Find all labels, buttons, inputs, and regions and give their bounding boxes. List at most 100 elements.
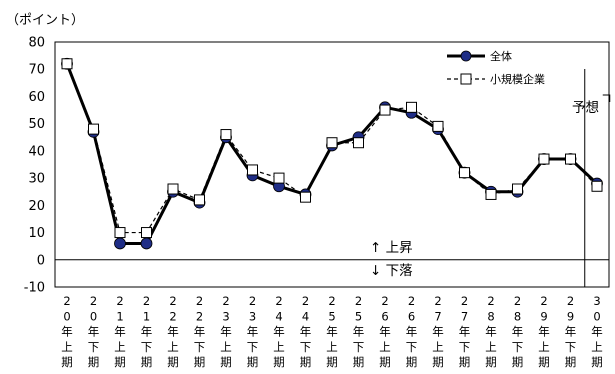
x-tick-char: 期	[353, 355, 365, 369]
x-tick-char: 下	[300, 340, 312, 354]
x-tick-label: 27 年上期	[432, 294, 444, 369]
x-tick-char: 期	[114, 355, 126, 369]
x-tick-char: 期	[220, 355, 232, 369]
point-小規模企業	[61, 58, 73, 70]
x-tick-char: 2	[328, 294, 335, 308]
x-tick-char: 期	[512, 355, 524, 369]
x-tick-char: 3	[593, 294, 600, 308]
x-tick-char: 期	[406, 355, 418, 369]
point-小規模企業	[565, 153, 576, 165]
point-小規模企業	[220, 129, 232, 141]
x-tick-char: 2	[169, 294, 176, 308]
x-tick-char: 年	[353, 325, 365, 339]
x-tick-char: 年	[459, 325, 471, 339]
point-小規模企業	[247, 164, 258, 176]
x-tick-char: 上	[432, 340, 444, 354]
x-tick-label: 21 年上期	[114, 294, 126, 369]
x-tick-label: 20 年下期	[88, 294, 100, 369]
x-tick-char: 5	[355, 309, 362, 323]
y-tick-label: 40	[28, 144, 45, 159]
annotation-forecast: 予想	[572, 100, 599, 116]
point-小規模企業	[194, 194, 205, 206]
x-tick-char: 上	[591, 340, 603, 354]
x-tick-char: 期	[300, 355, 312, 369]
x-tick-char: 年	[379, 325, 391, 339]
point-小規模企業	[485, 188, 497, 200]
x-tick-char: 2	[222, 294, 229, 308]
x-tick-char: 下	[512, 340, 524, 354]
x-tick-char: 2	[116, 294, 123, 308]
x-tick-label: 25 年下期	[353, 294, 365, 369]
x-tick-char: 年	[194, 325, 206, 339]
x-tick-char: 年	[247, 325, 259, 339]
x-tick-char: 2	[63, 294, 70, 308]
x-tick-char: 3	[222, 309, 229, 323]
x-tick-char: 上	[273, 340, 285, 354]
x-tick-label: 29 年上期	[538, 294, 550, 369]
x-tick-char: 年	[114, 325, 126, 339]
x-tick-char: 年	[300, 325, 312, 339]
x-tick-char: 2	[355, 294, 362, 308]
x-tick-char: 期	[432, 355, 444, 369]
x-tick-char: 年	[565, 325, 577, 339]
legend-label-全体: 全体	[490, 49, 512, 63]
point-小規模企業	[538, 153, 550, 165]
x-tick-char: 2	[540, 294, 547, 308]
y-tick-label: 0	[37, 253, 45, 268]
x-axis: 20年上期20年下期21年上期21年下期22年上期22年下期23年上期23年下期…	[61, 294, 603, 369]
x-tick-char: 上	[114, 340, 126, 354]
x-tick-char: 年	[273, 325, 285, 339]
y-tick-label: 60	[28, 90, 45, 105]
y-tick-label: 50	[28, 117, 45, 132]
y-tick-label: 30	[28, 172, 45, 187]
x-tick-label: 24 年下期	[300, 294, 312, 369]
x-tick-char: 年	[141, 325, 153, 339]
forecast-arrow	[602, 94, 611, 102]
x-tick-char: 年	[591, 325, 603, 339]
x-tick-char: 期	[485, 355, 497, 369]
point-小規模企業	[591, 180, 603, 192]
x-tick-char: 1	[143, 309, 150, 323]
x-tick-char: 年	[220, 325, 232, 339]
x-tick-char: 2	[275, 294, 282, 308]
x-tick-char: 年	[167, 325, 179, 339]
x-tick-char: 1	[116, 309, 123, 323]
x-tick-char: 2	[408, 294, 415, 308]
x-tick-char: 下	[194, 340, 206, 354]
series-layer	[61, 57, 603, 250]
point-小規模企業	[512, 183, 523, 195]
x-tick-char: 期	[88, 355, 100, 369]
x-tick-char: 期	[565, 355, 577, 369]
x-tick-char: 期	[61, 355, 73, 369]
x-tick-char: 0	[63, 309, 70, 323]
point-小規模企業	[406, 101, 417, 113]
x-tick-char: 2	[434, 294, 441, 308]
x-tick-char: 7	[434, 309, 441, 323]
x-tick-char: 2	[381, 294, 388, 308]
x-tick-char: 2	[90, 294, 97, 308]
x-tick-char: 6	[381, 309, 388, 323]
y-axis: 80 70 60 50 40 30 20 10 0 -10	[24, 36, 45, 296]
x-tick-char: 7	[461, 309, 468, 323]
x-tick-label: 22 年上期	[167, 294, 179, 369]
x-tick-label: 26 年下期	[406, 294, 418, 369]
x-tick-char: 5	[328, 309, 335, 323]
x-tick-char: 2	[196, 294, 203, 308]
x-tick-char: 上	[167, 340, 179, 354]
x-tick-label: 27 年下期	[459, 294, 471, 369]
x-tick-char: 上	[379, 340, 391, 354]
x-tick-char: 下	[88, 340, 100, 354]
x-tick-char: 期	[167, 355, 179, 369]
chart-frame	[54, 41, 610, 288]
x-tick-char: 下	[247, 340, 259, 354]
x-tick-char: 2	[196, 309, 203, 323]
x-tick-char: 上	[61, 340, 73, 354]
x-tick-char: 下	[353, 340, 365, 354]
y-tick-label: 80	[28, 36, 45, 51]
annotation-down: ↓ 下落	[370, 263, 413, 279]
x-tick-char: 4	[302, 309, 309, 323]
x-tick-label: 30 年上期	[591, 294, 603, 369]
x-tick-char: 2	[302, 294, 309, 308]
x-tick-char: 下	[141, 340, 153, 354]
